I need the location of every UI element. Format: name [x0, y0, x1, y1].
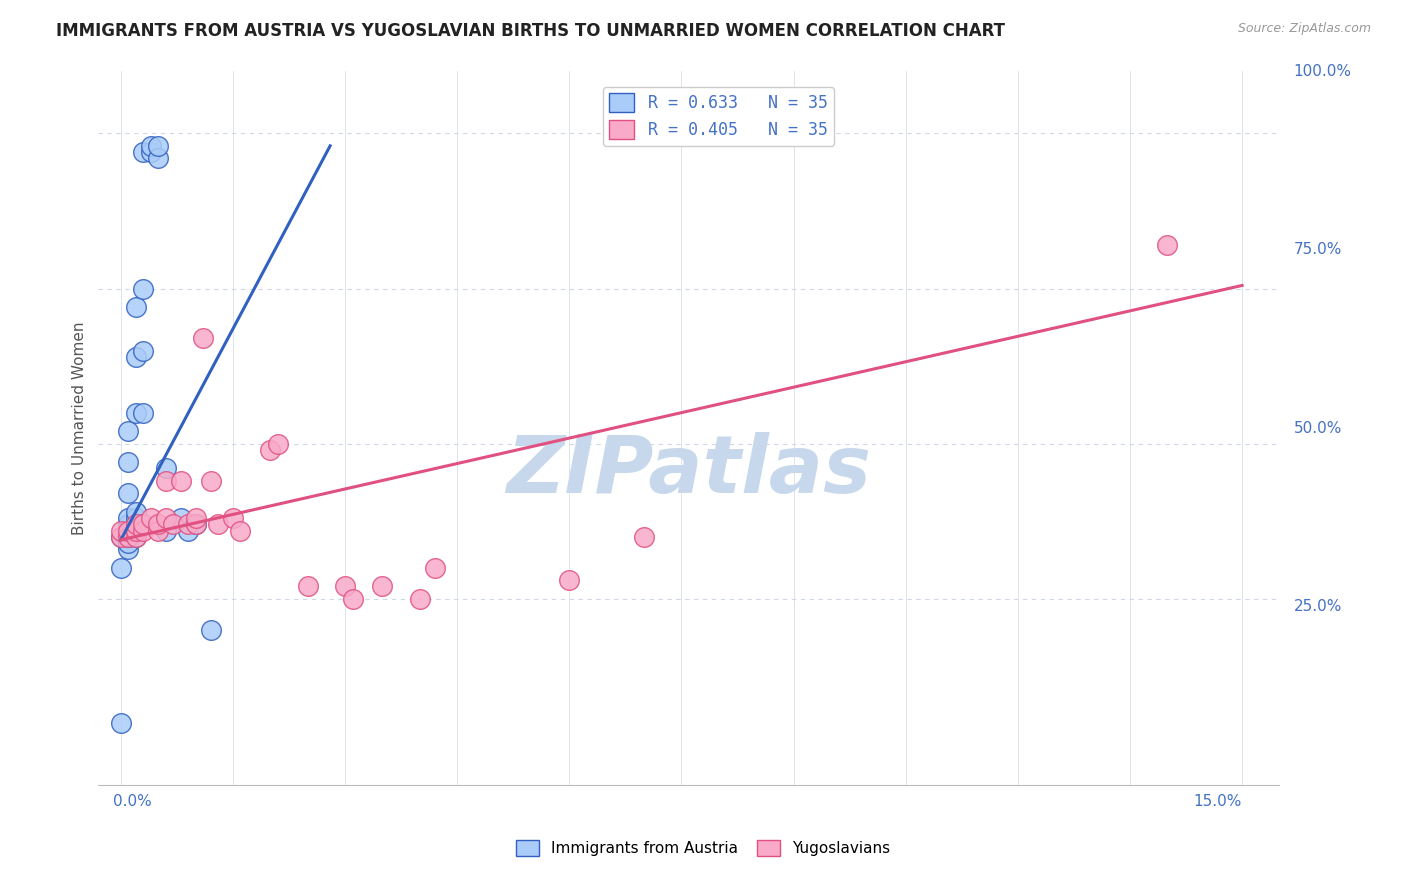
Text: ZIPatlas: ZIPatlas — [506, 432, 872, 510]
Point — [117, 530, 139, 544]
Text: 100.0%: 100.0% — [1294, 64, 1351, 78]
Point — [423, 561, 446, 575]
Point — [117, 455, 139, 469]
Point — [125, 406, 148, 420]
Point — [191, 331, 214, 345]
Point — [117, 486, 139, 500]
Point — [267, 436, 290, 450]
Point — [1156, 238, 1178, 252]
Point — [117, 524, 139, 538]
Point — [148, 524, 170, 538]
Legend: R = 0.633   N = 35, R = 0.405   N = 35: R = 0.633 N = 35, R = 0.405 N = 35 — [603, 87, 834, 145]
Point — [148, 138, 170, 153]
Point — [132, 145, 155, 159]
Text: IMMIGRANTS FROM AUSTRIA VS YUGOSLAVIAN BIRTHS TO UNMARRIED WOMEN CORRELATION CHA: IMMIGRANTS FROM AUSTRIA VS YUGOSLAVIAN B… — [56, 22, 1005, 40]
Point — [184, 517, 207, 532]
Point — [132, 281, 155, 295]
Point — [169, 511, 191, 525]
Text: 25.0%: 25.0% — [1294, 599, 1341, 614]
Point — [222, 511, 245, 525]
Point — [155, 511, 177, 525]
Point — [125, 350, 148, 364]
Text: 0.0%: 0.0% — [114, 794, 152, 809]
Point — [169, 474, 191, 488]
Point — [155, 524, 177, 538]
Point — [177, 517, 200, 532]
Point — [132, 524, 155, 538]
Point — [125, 524, 148, 538]
Point — [177, 524, 200, 538]
Point — [125, 300, 148, 314]
Point — [184, 511, 207, 525]
Point — [633, 530, 655, 544]
Point — [162, 517, 184, 532]
Point — [117, 424, 139, 438]
Point — [117, 517, 139, 532]
Point — [125, 530, 148, 544]
Point — [125, 524, 148, 538]
Point — [333, 579, 356, 593]
Point — [110, 561, 132, 575]
Point — [125, 517, 148, 532]
Point — [117, 524, 139, 538]
Point — [132, 406, 155, 420]
Point — [117, 536, 139, 550]
Point — [110, 530, 132, 544]
Text: Source: ZipAtlas.com: Source: ZipAtlas.com — [1237, 22, 1371, 36]
Point — [117, 542, 139, 557]
Point — [200, 623, 222, 637]
Point — [110, 530, 132, 544]
Y-axis label: Births to Unmarried Women: Births to Unmarried Women — [72, 321, 87, 535]
Point — [148, 517, 170, 532]
Point — [117, 530, 139, 544]
Point — [139, 138, 162, 153]
Point — [139, 145, 162, 159]
Legend: Immigrants from Austria, Yugoslavians: Immigrants from Austria, Yugoslavians — [510, 834, 896, 862]
Point — [409, 591, 432, 606]
Point — [342, 591, 364, 606]
Point — [148, 151, 170, 165]
Point — [132, 517, 155, 532]
Point — [125, 511, 148, 525]
Point — [132, 517, 155, 532]
Text: 75.0%: 75.0% — [1294, 243, 1341, 257]
Point — [200, 474, 222, 488]
Point — [371, 579, 394, 593]
Point — [110, 715, 132, 730]
Text: 50.0%: 50.0% — [1294, 421, 1341, 435]
Point — [558, 573, 581, 587]
Text: 15.0%: 15.0% — [1194, 794, 1241, 809]
Point — [132, 343, 155, 358]
Point — [125, 505, 148, 519]
Point — [155, 474, 177, 488]
Point — [110, 524, 132, 538]
Point — [229, 524, 252, 538]
Point — [125, 530, 148, 544]
Point — [297, 579, 319, 593]
Point — [125, 517, 148, 532]
Point — [155, 461, 177, 475]
Point — [259, 442, 281, 457]
Point — [184, 517, 207, 532]
Point — [207, 517, 229, 532]
Point — [139, 511, 162, 525]
Point — [117, 511, 139, 525]
